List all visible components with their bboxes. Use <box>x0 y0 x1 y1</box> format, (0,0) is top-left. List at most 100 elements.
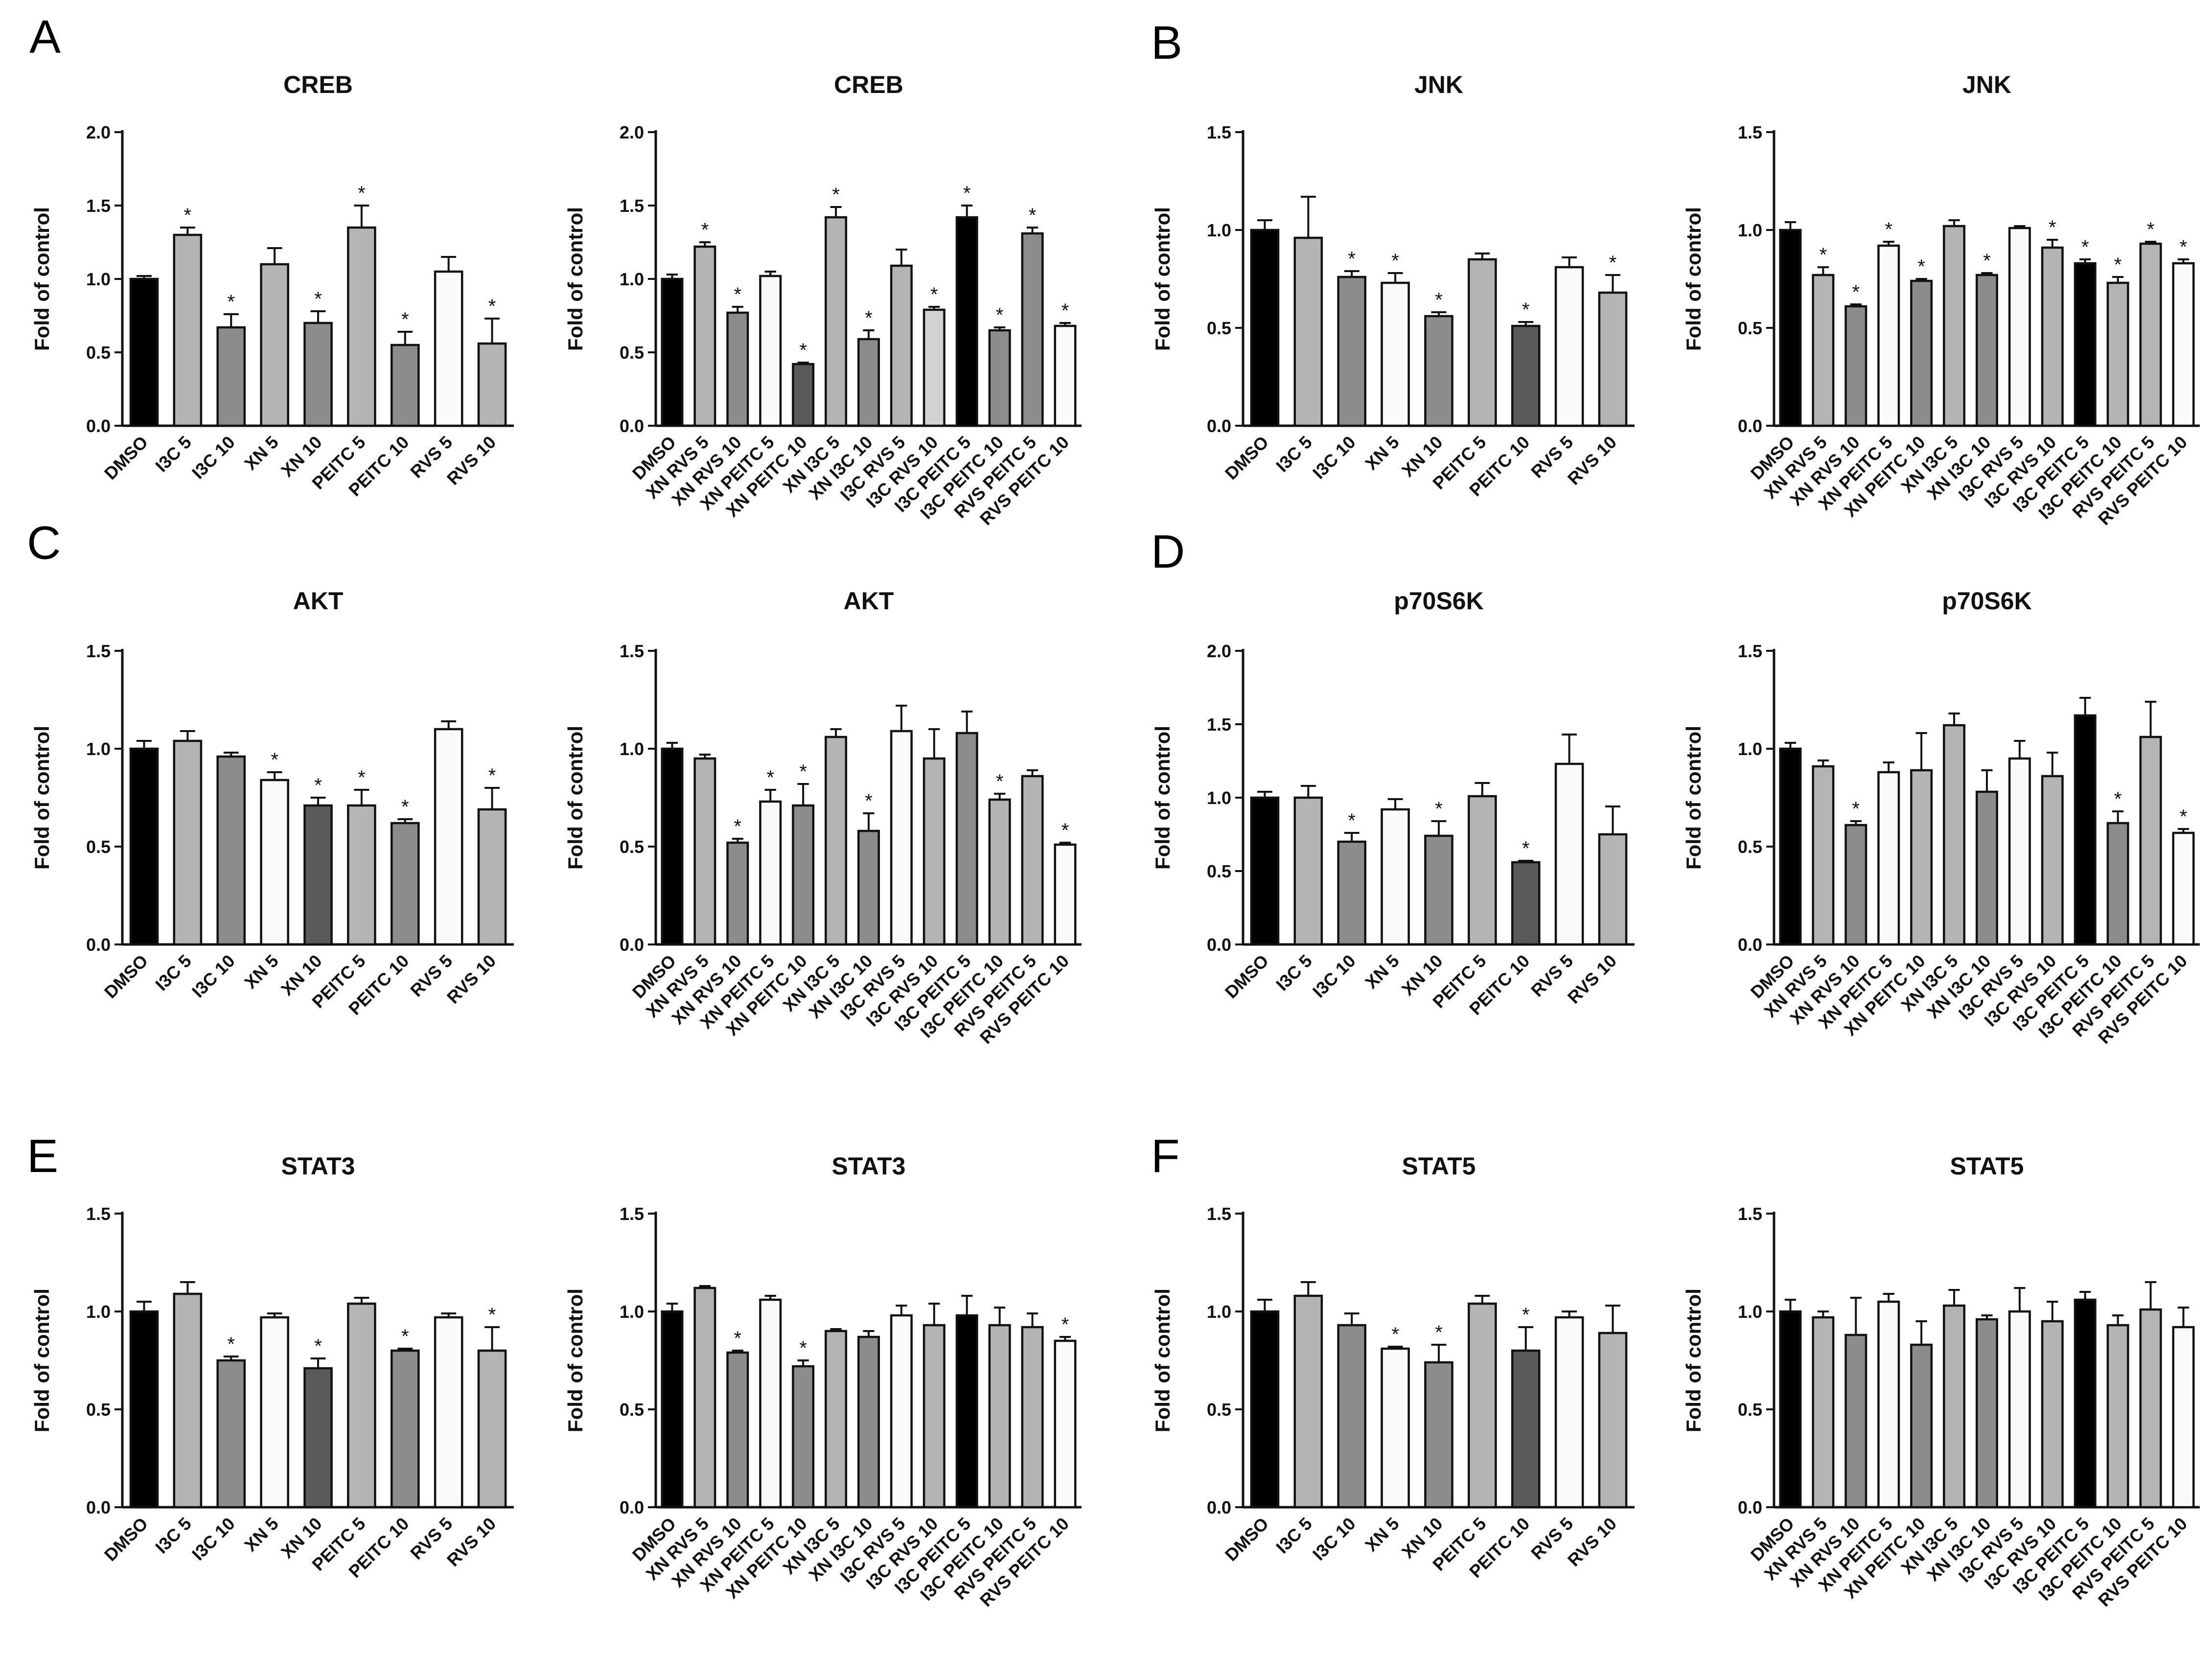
y-tick-label: 0.0 <box>1207 1497 1231 1517</box>
y-tick-label: 1.5 <box>86 196 111 216</box>
bar <box>955 732 978 946</box>
x-tick-label: RVS 10 <box>443 1514 500 1570</box>
significance-star: * <box>2147 219 2155 240</box>
x-tick-label: I3C 10 <box>1309 432 1359 483</box>
y-tick-label: 0.0 <box>620 1497 644 1517</box>
x-tick-label: RVS 10 <box>443 951 500 1008</box>
x-tick-label: DMSO <box>1221 432 1272 483</box>
x-tick-label: DMSO <box>100 951 152 1002</box>
bar <box>216 1359 246 1509</box>
panel-letters: A B C D E F <box>27 11 1185 1182</box>
significance-star: * <box>1435 1322 1443 1343</box>
significance-star: * <box>1435 798 1443 820</box>
bar <box>1976 790 1998 946</box>
bar <box>1054 843 1077 946</box>
y-tick-label: 0.0 <box>1738 416 1762 436</box>
bar <box>216 755 246 946</box>
significance-star: * <box>2114 788 2122 810</box>
y-tick-label: 1.5 <box>620 1204 644 1224</box>
bar <box>1021 775 1044 946</box>
significance-star: * <box>734 1328 742 1349</box>
significance-star: * <box>358 767 366 788</box>
bar <box>477 808 507 946</box>
bar <box>390 1349 420 1509</box>
bar <box>1598 1332 1628 1509</box>
y-tick-label: 0.5 <box>86 837 111 857</box>
chart-title: p70S6K <box>1942 587 2031 615</box>
bar <box>1943 724 1966 946</box>
bar <box>129 1310 159 1509</box>
bar <box>1554 762 1584 946</box>
bar <box>390 822 420 946</box>
significance-star: * <box>2180 236 2188 258</box>
chart-title: CREB <box>834 71 903 98</box>
y-tick-label: 0.5 <box>1207 1400 1231 1420</box>
bar <box>693 757 716 946</box>
y-axis-label: Fold of control <box>30 1288 53 1432</box>
bar <box>1468 258 1497 427</box>
bar <box>759 275 782 427</box>
y-tick-label: 1.0 <box>86 1302 111 1322</box>
bar <box>260 1316 289 1509</box>
bar <box>1844 1333 1867 1509</box>
y-tick-label: 1.5 <box>620 196 644 216</box>
bar <box>347 226 376 427</box>
x-tick-label: DMSO <box>1221 951 1272 1002</box>
y-tick-label: 1.5 <box>86 1204 111 1224</box>
bar <box>2074 1298 2097 1509</box>
bar <box>693 1287 716 1509</box>
bar <box>303 804 333 946</box>
bar <box>726 841 749 946</box>
bar <box>1910 1343 1933 1509</box>
bar <box>792 363 815 427</box>
significance-star: * <box>1061 820 1069 841</box>
bar <box>260 263 289 427</box>
bar <box>661 747 684 946</box>
significance-star: * <box>865 307 873 329</box>
significance-star: * <box>1348 248 1356 270</box>
significance-star: * <box>2180 806 2188 828</box>
bar <box>2074 714 2097 946</box>
y-tick-label: 0.5 <box>86 1400 111 1420</box>
bar <box>1779 747 1802 946</box>
y-tick-label: 0.5 <box>1738 1400 1762 1420</box>
bar <box>857 1335 880 1509</box>
bar <box>1468 1302 1497 1509</box>
panel-letter-d: D <box>1151 526 1185 578</box>
bar <box>2106 281 2129 427</box>
significance-star: * <box>1852 798 1860 820</box>
bar <box>2106 1324 2129 1509</box>
significance-star: * <box>1522 299 1530 321</box>
bar <box>2172 831 2195 946</box>
bar <box>1511 1349 1541 1509</box>
y-tick-label: 0.0 <box>1207 935 1231 955</box>
bar <box>1598 291 1628 427</box>
bar <box>1943 225 1966 427</box>
bar <box>2139 736 2162 946</box>
bar <box>2041 246 2064 427</box>
y-tick-label: 0.5 <box>1738 318 1762 338</box>
bar <box>955 1314 978 1509</box>
bar <box>1293 236 1323 427</box>
y-axis-label: Fold of control <box>564 726 587 870</box>
x-tick-label: RVS 10 <box>1564 1514 1620 1570</box>
bar <box>857 338 880 427</box>
y-tick-label: 1.0 <box>1738 220 1762 240</box>
bar <box>1779 1310 1802 1509</box>
bar <box>1976 1318 1998 1509</box>
bar <box>2172 1326 2195 1509</box>
bar <box>347 804 376 946</box>
chart-title: p70S6K <box>1394 587 1483 615</box>
y-tick-label: 0.5 <box>1207 861 1231 881</box>
bar <box>1844 305 1867 427</box>
bar <box>1877 1300 1900 1509</box>
bar <box>1337 840 1367 946</box>
y-tick-label: 0.5 <box>620 343 644 363</box>
y-tick-label: 0.5 <box>620 837 644 857</box>
y-axis-label: Fold of control <box>1151 1288 1174 1432</box>
y-tick-label: 1.5 <box>1207 122 1231 142</box>
x-tick-label: XN 5 <box>240 951 282 993</box>
